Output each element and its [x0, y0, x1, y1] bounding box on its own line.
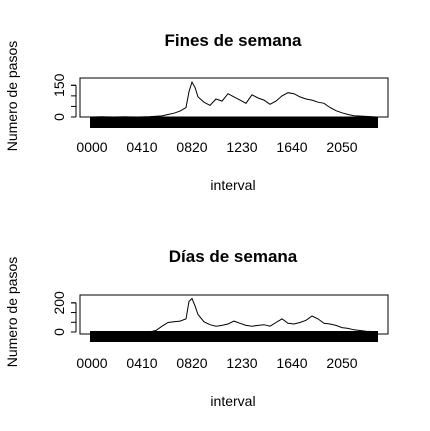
weekday-series-line	[89, 297, 378, 333]
weekday-rug	[90, 331, 378, 342]
weekday-x-axis: 0000 0410 0820 1230 1640 2050	[76, 355, 357, 371]
weekday-x-axis-label: interval	[210, 393, 255, 409]
weekday-x-tick-label: 0000	[76, 355, 107, 371]
weekend-y-axis-label: Numero de pasos	[4, 41, 20, 152]
weekday-y-tick-label: 0	[51, 328, 67, 336]
weekday-x-tick-label: 1230	[226, 355, 257, 371]
weekend-y-tick-label: 0	[51, 113, 67, 121]
weekend-series-line	[89, 80, 378, 118]
weekend-y-axis: 0 150	[51, 73, 77, 121]
weekend-x-axis-label: interval	[210, 177, 255, 193]
weekend-x-tick-label: 1640	[276, 139, 307, 155]
weekend-chart-title: Fines de semana	[164, 31, 302, 50]
weekday-plot-box	[79, 294, 389, 335]
weekend-plot-box	[79, 77, 389, 118]
weekday-y-axis-label: Numero de pasos	[4, 257, 20, 368]
weekend-x-tick-label: 0000	[76, 139, 107, 155]
weekday-y-tick-label: 200	[51, 291, 67, 315]
weekend-x-tick-label: 0410	[126, 139, 157, 155]
weekend-x-tick-label: 0820	[176, 139, 207, 155]
weekend-y-tick-label: 150	[51, 73, 67, 97]
weekend-x-tick-label: 2050	[326, 139, 357, 155]
weekend-x-axis: 0000 0410 0820 1230 1640 2050	[76, 139, 357, 155]
weekday-x-tick-label: 0410	[126, 355, 157, 371]
weekday-chart-title: Días de semana	[169, 247, 298, 266]
weekend-panel: Fines de semana Numero de pasos 0 150 000…	[4, 31, 389, 193]
weekday-y-axis: 0 200	[51, 291, 77, 336]
weekday-x-tick-label: 0820	[176, 355, 207, 371]
weekend-rug	[90, 117, 378, 128]
weekday-x-tick-label: 1640	[276, 355, 307, 371]
weekend-x-tick-label: 1230	[226, 139, 257, 155]
weekday-x-tick-label: 2050	[326, 355, 357, 371]
weekday-panel: Días de semana Numero de pasos 0 200 0000…	[4, 247, 389, 409]
